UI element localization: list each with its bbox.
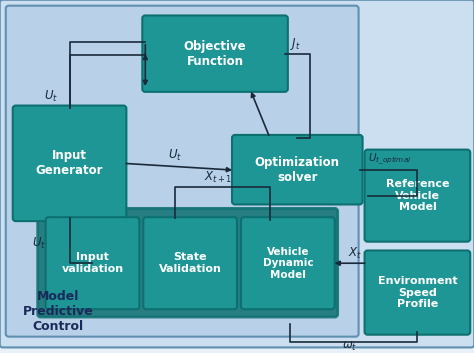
FancyBboxPatch shape xyxy=(365,150,470,242)
FancyBboxPatch shape xyxy=(365,251,470,335)
FancyBboxPatch shape xyxy=(142,16,288,92)
Text: Objective
Function: Objective Function xyxy=(184,40,246,68)
FancyBboxPatch shape xyxy=(232,135,363,204)
FancyBboxPatch shape xyxy=(46,217,139,309)
Text: Reference
Vehicle
Model: Reference Vehicle Model xyxy=(386,179,449,212)
Text: $U_t$: $U_t$ xyxy=(32,236,46,251)
FancyBboxPatch shape xyxy=(241,217,335,309)
Text: $J_t$: $J_t$ xyxy=(291,36,301,52)
Text: $U_t$: $U_t$ xyxy=(168,148,182,163)
Text: Model
Predictive
Control: Model Predictive Control xyxy=(23,290,93,333)
Text: Environment
Speed
Profile: Environment Speed Profile xyxy=(378,276,457,309)
Text: $X_{t+1}$: $X_{t+1}$ xyxy=(204,169,232,185)
Text: Input
Generator: Input Generator xyxy=(36,149,103,177)
FancyBboxPatch shape xyxy=(143,217,237,309)
FancyBboxPatch shape xyxy=(6,6,359,337)
Text: Input
validation: Input validation xyxy=(62,252,124,274)
Text: $U_t$: $U_t$ xyxy=(44,89,58,104)
FancyBboxPatch shape xyxy=(37,208,337,317)
Text: $X_t$: $X_t$ xyxy=(347,246,362,261)
Text: Optimization
solver: Optimization solver xyxy=(255,156,340,184)
Text: State
Validation: State Validation xyxy=(159,252,221,274)
Text: Vehicle
Dynamic
Model: Vehicle Dynamic Model xyxy=(263,247,313,280)
Text: $U_{t\_optimal}$: $U_{t\_optimal}$ xyxy=(368,152,411,167)
Text: $\omega_t$: $\omega_t$ xyxy=(342,340,357,353)
FancyBboxPatch shape xyxy=(13,106,127,221)
